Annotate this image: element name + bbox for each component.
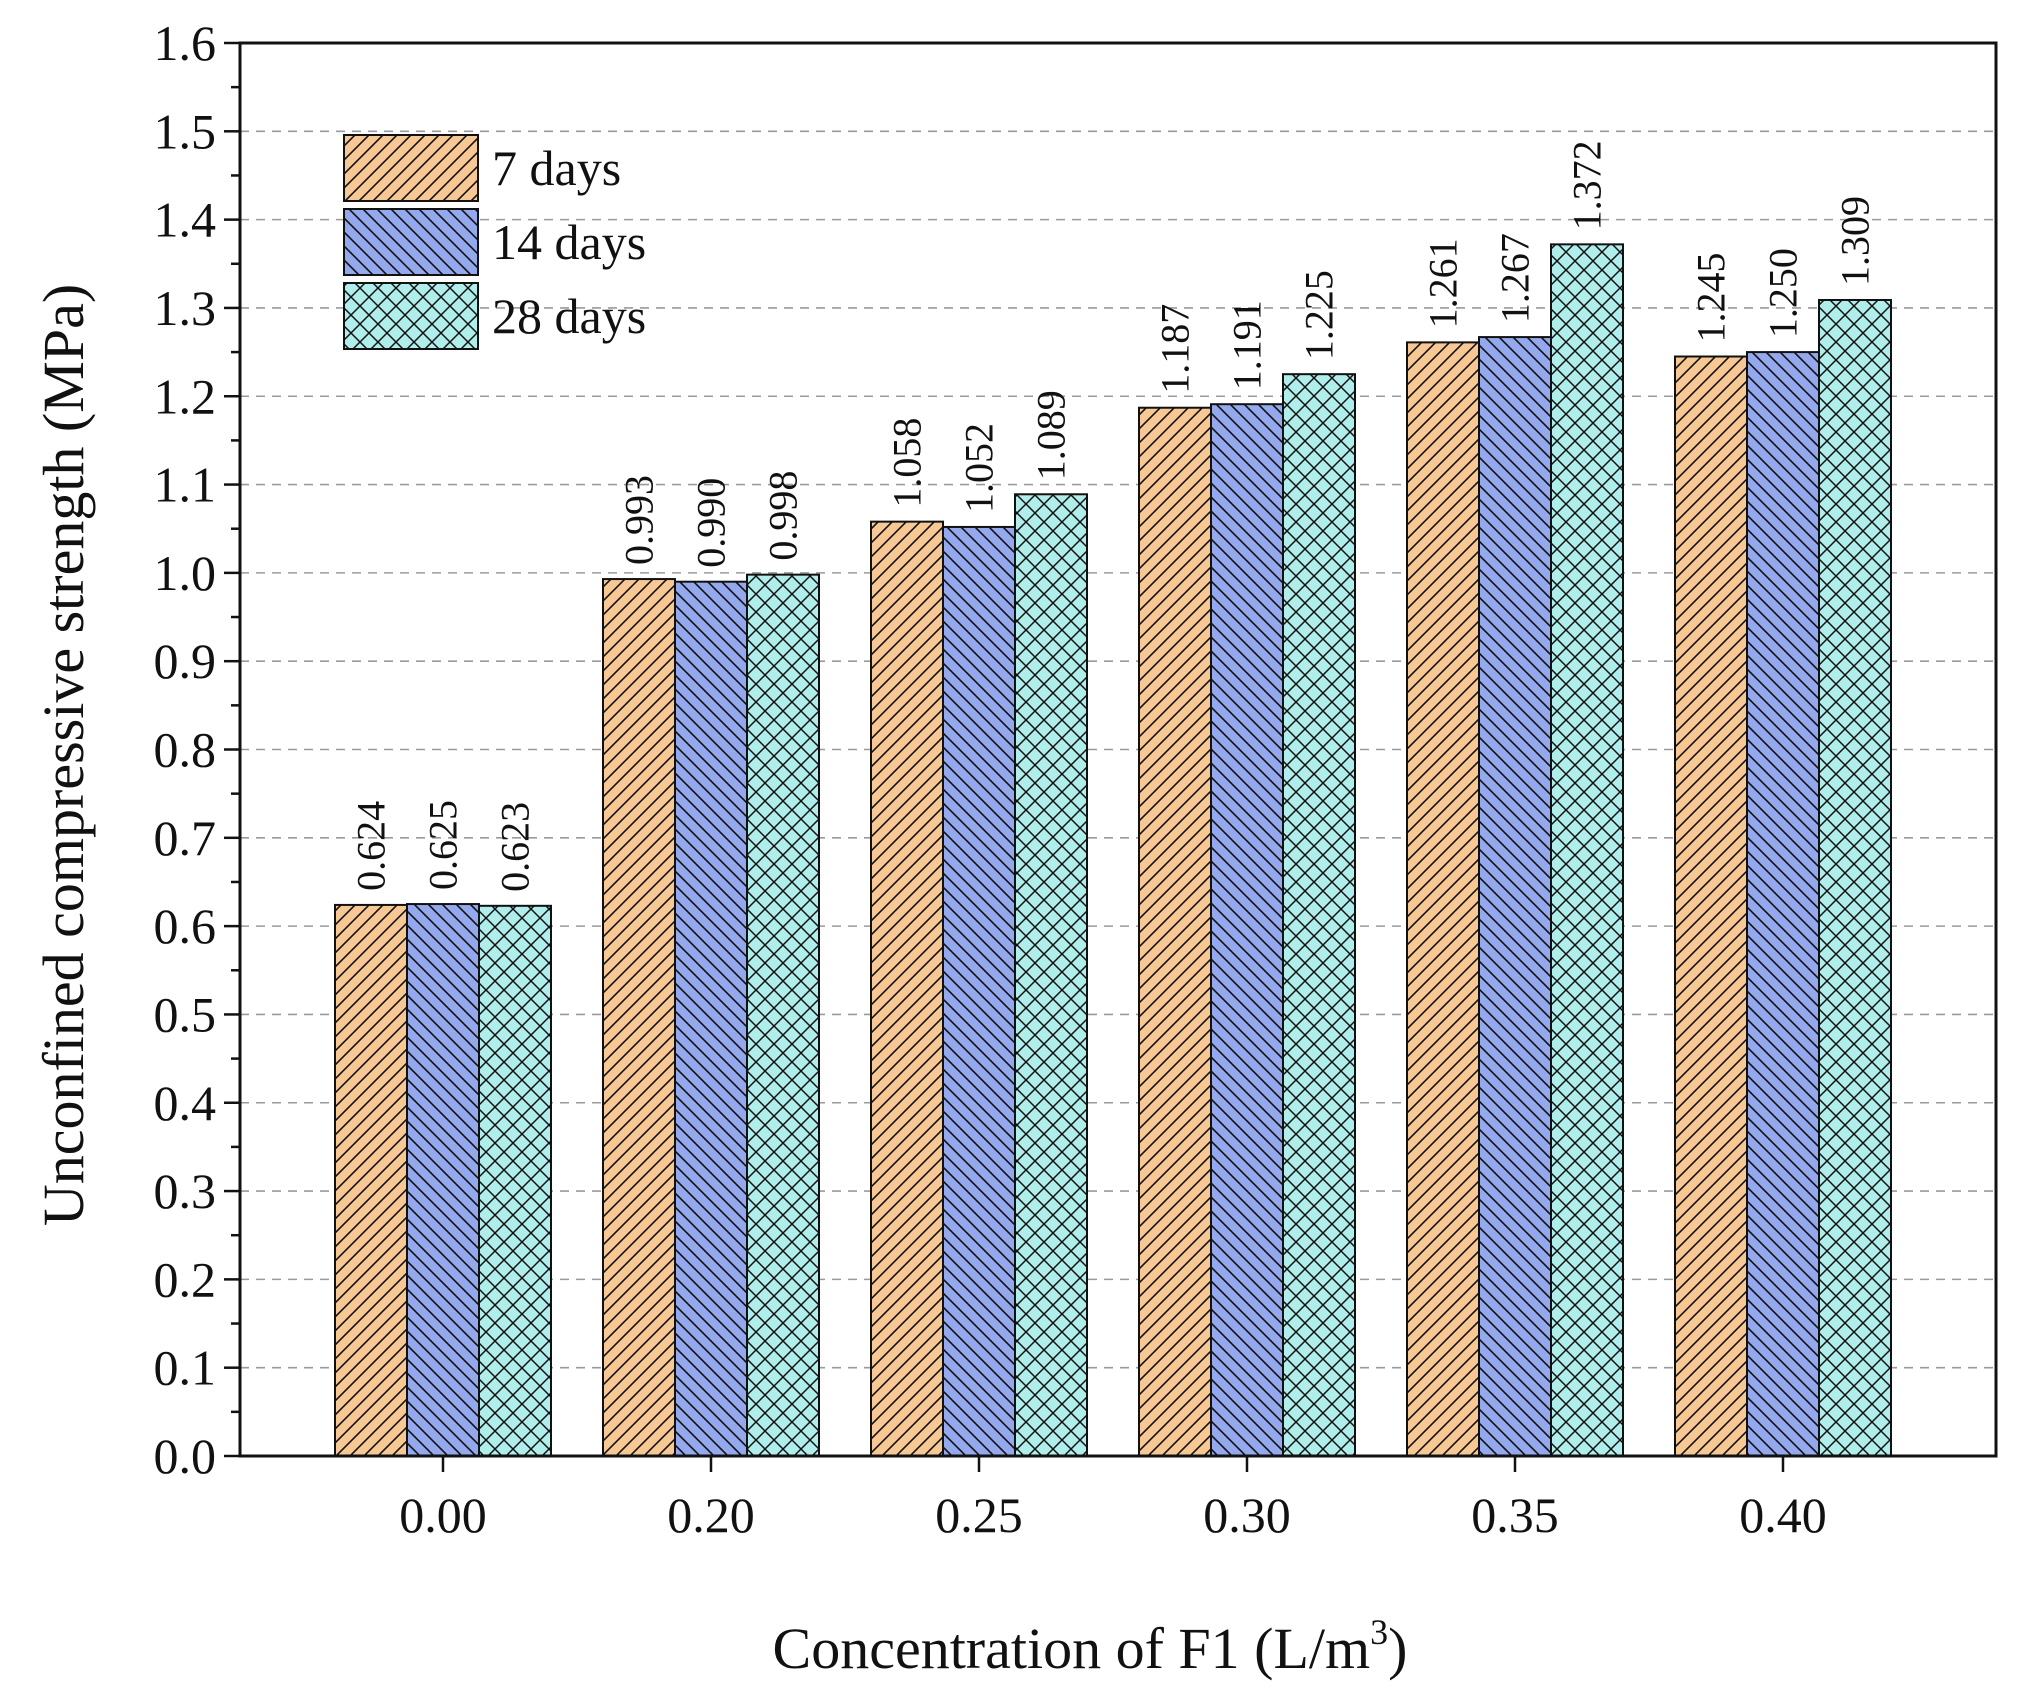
y-tick-label-1: 0.1 (154, 1340, 217, 1396)
bar-0-2 (870, 520, 944, 1457)
bar-hatch (1550, 243, 1624, 1457)
bars (334, 243, 1892, 1458)
y-tick-label-6: 0.6 (154, 898, 217, 954)
x-tick-label-0: 0.00 (399, 1487, 487, 1543)
data-label-1-1: 0.990 (689, 478, 734, 568)
bar-hatch (406, 903, 480, 1457)
legend-item-2: 28 days (343, 282, 646, 350)
y-tick-label-9: 0.9 (154, 633, 217, 689)
legend: 7 days 14 days 28 days (343, 134, 646, 350)
data-label-0-4: 1.261 (1421, 238, 1466, 328)
x-axis-title: Concentration of F1 (L/m3) (773, 1612, 1408, 1681)
bar-hatch (478, 904, 552, 1457)
legend-swatch (343, 282, 479, 350)
data-label-0-3: 1.187 (1153, 304, 1198, 394)
x-tick-label-2: 0.25 (935, 1487, 1023, 1543)
bar-hatch (1210, 403, 1284, 1457)
x-tick-label-5: 0.40 (1739, 1487, 1827, 1543)
bar-hatch (1014, 493, 1088, 1458)
axes: 0.0 0.1 0.2 0.3 0.4 0.5 0.6 0.7 0.8 0.9 1.0 1.1 1.2 1… (154, 15, 1998, 1543)
data-label-1-0: 0.625 (421, 800, 466, 890)
y-tick-label-5: 0.5 (154, 986, 217, 1042)
y-tick-label-8: 0.8 (154, 722, 217, 778)
bar-2-4 (1550, 243, 1624, 1457)
bar-0-0 (334, 903, 408, 1457)
bar-1-3 (1210, 403, 1284, 1457)
bar-2-0 (478, 904, 552, 1457)
x-tick-label-3: 0.30 (1203, 1487, 1291, 1543)
y-axis-title: Unconfined compressive strength (MPa) (31, 284, 96, 1226)
y-tick-label-0: 0.0 (154, 1428, 217, 1484)
data-label-2-1: 0.998 (761, 471, 806, 561)
data-label-2-4: 1.372 (1565, 140, 1610, 230)
bar-hatch (870, 520, 944, 1457)
data-label-2-0: 0.623 (493, 802, 538, 892)
bar-hatch (746, 573, 820, 1457)
data-label-1-4: 1.267 (1493, 233, 1538, 323)
legend-item-1: 14 days (343, 208, 646, 276)
y-tick-label-15: 1.5 (154, 103, 217, 159)
bar-0-3 (1138, 406, 1212, 1458)
bar-hatch (942, 525, 1016, 1457)
y-tick-label-4: 0.4 (154, 1075, 217, 1131)
bar-2-3 (1282, 373, 1356, 1457)
bar-1-2 (942, 525, 1016, 1457)
y-tick-label-3: 0.3 (154, 1163, 217, 1219)
bar-0-1 (602, 578, 676, 1457)
bar-1-5 (1746, 351, 1820, 1457)
bar-0-4 (1406, 341, 1480, 1457)
y-tick-label-14: 1.4 (154, 192, 217, 248)
bar-hatch (1406, 341, 1480, 1457)
bar-1-1 (674, 580, 748, 1457)
x-tick-label-1: 0.20 (667, 1487, 755, 1543)
bar-hatch (1478, 336, 1552, 1458)
data-label-0-5: 1.245 (1689, 253, 1734, 343)
data-label-1-3: 1.191 (1225, 300, 1270, 390)
bar-2-2 (1014, 493, 1088, 1458)
y-tick-label-12: 1.2 (154, 368, 217, 424)
bar-hatch (334, 903, 408, 1457)
bar-2-1 (746, 573, 820, 1457)
bar-hatch (674, 580, 748, 1457)
y-tick-label-10: 1.0 (154, 545, 217, 601)
legend-label: 7 days (492, 140, 621, 196)
legend-swatch (343, 134, 479, 202)
bar-hatch (602, 578, 676, 1457)
bar-hatch (1746, 351, 1820, 1457)
legend-swatch (343, 208, 479, 276)
bar-hatch (1282, 373, 1356, 1457)
data-label-1-2: 1.052 (957, 423, 1002, 513)
y-tick-label-16: 1.6 (154, 15, 217, 71)
data-label-1-5: 1.250 (1761, 248, 1806, 338)
data-label-2-3: 1.225 (1297, 270, 1342, 360)
bar-0-5 (1674, 355, 1748, 1457)
y-tick-label-2: 0.2 (154, 1251, 217, 1307)
data-label-2-5: 1.309 (1833, 196, 1878, 286)
y-tick-label-7: 0.7 (154, 810, 217, 866)
bar-1-4 (1478, 336, 1552, 1458)
bar-1-0 (406, 903, 480, 1457)
data-label-0-0: 0.624 (349, 801, 394, 891)
x-tick-label-4: 0.35 (1471, 1487, 1559, 1543)
y-tick-label-13: 1.3 (154, 280, 217, 336)
legend-item-0: 7 days (343, 134, 621, 202)
data-label-0-2: 1.058 (885, 418, 930, 508)
bar-hatch (1138, 406, 1212, 1458)
legend-label: 28 days (492, 288, 646, 344)
data-label-2-2: 1.089 (1029, 390, 1074, 480)
data-label-0-1: 0.993 (617, 475, 662, 565)
y-tick-label-11: 1.1 (154, 457, 217, 513)
bar-2-5 (1818, 298, 1892, 1457)
bar-hatch (1674, 355, 1748, 1457)
legend-label: 14 days (492, 214, 646, 270)
bar-hatch (1818, 298, 1892, 1457)
data-labels: 0.624 0.993 1.058 1.187 1.261 1.245 0.625 0.990… (349, 140, 1878, 891)
